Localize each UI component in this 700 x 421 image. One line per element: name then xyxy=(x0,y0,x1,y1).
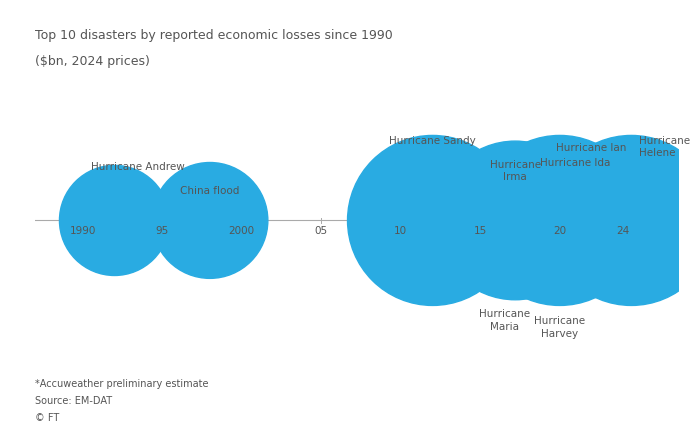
Ellipse shape xyxy=(60,165,169,275)
Ellipse shape xyxy=(347,136,517,306)
Text: Hurricane Ida: Hurricane Ida xyxy=(540,157,611,168)
Text: Hurricane Sandy: Hurricane Sandy xyxy=(389,136,476,146)
Text: 20: 20 xyxy=(553,226,566,237)
Ellipse shape xyxy=(511,156,640,285)
Text: 15: 15 xyxy=(474,226,487,237)
Text: China flood: China flood xyxy=(180,187,239,197)
Text: Top 10 disasters by reported economic losses since 1990: Top 10 disasters by reported economic lo… xyxy=(35,29,393,43)
Text: 95: 95 xyxy=(155,226,169,237)
Text: 2000: 2000 xyxy=(229,226,255,237)
Text: Hurricane Andrew: Hurricane Andrew xyxy=(91,163,184,173)
Text: Hurricane
Maria: Hurricane Maria xyxy=(479,309,530,332)
Text: © FT: © FT xyxy=(35,413,60,421)
Text: Hurricane
Irma: Hurricane Irma xyxy=(490,160,541,182)
Text: 1990: 1990 xyxy=(69,226,96,237)
Ellipse shape xyxy=(475,136,645,306)
Ellipse shape xyxy=(517,146,666,295)
Text: ($bn, 2024 prices): ($bn, 2024 prices) xyxy=(35,55,150,68)
Text: Hurricane
Harvey: Hurricane Harvey xyxy=(534,317,585,339)
Ellipse shape xyxy=(440,146,590,295)
Text: Hurricane Ian: Hurricane Ian xyxy=(556,143,626,153)
Text: Source: EM-DAT: Source: EM-DAT xyxy=(35,396,112,406)
Ellipse shape xyxy=(152,163,268,278)
Text: 10: 10 xyxy=(394,226,407,237)
Ellipse shape xyxy=(546,136,700,306)
Ellipse shape xyxy=(436,141,594,300)
Text: *Accuweather preliminary estimate: *Accuweather preliminary estimate xyxy=(35,379,209,389)
Text: 05: 05 xyxy=(315,226,328,237)
Text: 24: 24 xyxy=(617,226,630,237)
Text: Hurricane
Helene: Hurricane Helene xyxy=(639,136,690,158)
